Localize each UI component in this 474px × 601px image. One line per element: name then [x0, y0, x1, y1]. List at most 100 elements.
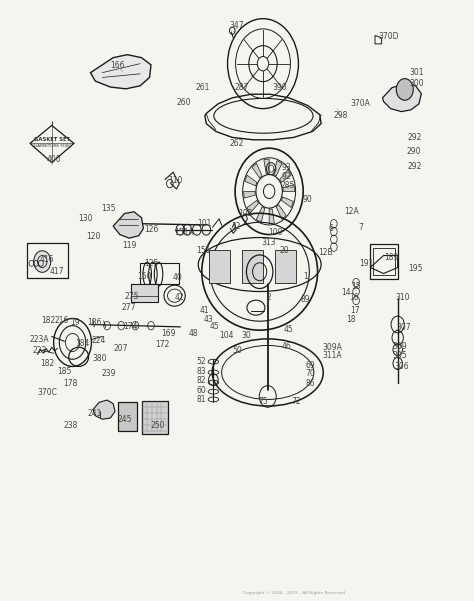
Polygon shape [282, 197, 293, 207]
Text: 135: 135 [101, 204, 116, 213]
Text: 130: 130 [79, 215, 93, 224]
Text: 223A: 223A [30, 335, 49, 344]
Text: 16: 16 [349, 293, 359, 302]
Text: 150: 150 [137, 272, 152, 281]
Text: 81: 81 [197, 395, 206, 404]
Text: 216: 216 [55, 316, 69, 325]
Text: 223: 223 [32, 346, 46, 355]
Text: 260: 260 [177, 98, 191, 107]
Text: 18: 18 [346, 315, 356, 324]
Text: 238: 238 [64, 421, 78, 430]
Text: 178: 178 [64, 379, 78, 388]
Text: 370D: 370D [378, 32, 399, 41]
Text: 300: 300 [409, 79, 424, 88]
Polygon shape [252, 163, 262, 178]
Text: 182: 182 [41, 316, 55, 325]
Text: 416: 416 [40, 255, 54, 264]
Polygon shape [256, 207, 265, 222]
Circle shape [396, 79, 413, 100]
Bar [275, 249, 296, 282]
Text: 380: 380 [93, 353, 107, 362]
Text: 101: 101 [198, 219, 212, 228]
Text: 287: 287 [235, 83, 249, 92]
Text: 48: 48 [189, 329, 198, 338]
Text: 30: 30 [242, 331, 251, 340]
Bar [142, 401, 167, 433]
Polygon shape [283, 185, 295, 191]
Text: 370C: 370C [37, 388, 57, 397]
Polygon shape [93, 400, 115, 419]
Text: 19: 19 [71, 317, 80, 326]
Text: 17: 17 [350, 305, 360, 314]
Text: 191: 191 [359, 259, 374, 268]
Text: 110: 110 [168, 176, 183, 185]
Text: 305: 305 [393, 350, 407, 359]
Text: 2: 2 [267, 293, 272, 302]
Text: 151: 151 [196, 246, 210, 255]
Polygon shape [245, 175, 257, 186]
Text: 103: 103 [238, 209, 253, 218]
Text: 43: 43 [204, 315, 213, 324]
Text: 120: 120 [86, 233, 100, 242]
Text: 100: 100 [268, 228, 283, 237]
Text: 14: 14 [341, 288, 350, 297]
Polygon shape [247, 200, 259, 213]
Text: 241: 241 [87, 409, 101, 418]
Bar [373, 248, 395, 275]
Text: 186: 186 [87, 317, 101, 326]
Polygon shape [244, 191, 255, 198]
Text: 185: 185 [57, 367, 72, 376]
Text: 245: 245 [117, 415, 132, 424]
Text: 313: 313 [261, 239, 275, 248]
Text: 347: 347 [230, 22, 244, 31]
Text: 285: 285 [281, 181, 295, 190]
Text: 12: 12 [231, 222, 241, 231]
Text: 45: 45 [283, 325, 293, 334]
Polygon shape [383, 84, 421, 112]
Polygon shape [273, 160, 282, 175]
Text: 306: 306 [394, 362, 409, 371]
Polygon shape [113, 212, 144, 238]
Text: 46: 46 [282, 341, 292, 350]
Bar [27, 243, 68, 278]
Text: 20: 20 [280, 246, 289, 255]
Bar [370, 244, 398, 279]
Polygon shape [280, 169, 291, 182]
Text: 15: 15 [351, 282, 361, 291]
Polygon shape [276, 205, 286, 219]
Text: 82: 82 [197, 376, 206, 385]
Text: 277: 277 [122, 303, 137, 312]
Text: 169: 169 [161, 329, 176, 338]
Text: 292: 292 [407, 162, 421, 171]
Text: 52: 52 [197, 357, 206, 366]
Text: 239: 239 [101, 369, 116, 378]
Text: 417: 417 [49, 267, 64, 276]
Text: 12A: 12A [344, 207, 359, 216]
Text: 50: 50 [232, 346, 242, 355]
Text: GASKET SET: GASKET SET [34, 137, 70, 142]
Bar [209, 249, 230, 282]
Text: 172: 172 [155, 340, 170, 349]
Text: 72: 72 [291, 397, 301, 406]
Text: 151A: 151A [174, 228, 194, 237]
Text: 83: 83 [197, 367, 206, 376]
Text: 207: 207 [114, 344, 128, 353]
Text: 70: 70 [305, 369, 315, 378]
Text: 250: 250 [150, 421, 165, 430]
Text: 390: 390 [272, 83, 287, 92]
Text: 224: 224 [92, 335, 106, 344]
Text: 370A: 370A [351, 99, 371, 108]
Text: 41: 41 [200, 305, 210, 314]
Text: 1: 1 [303, 272, 308, 281]
Text: 6: 6 [328, 224, 333, 233]
Bar [242, 249, 263, 282]
Text: 45: 45 [210, 322, 219, 331]
Polygon shape [269, 209, 274, 224]
Text: 104: 104 [219, 331, 234, 340]
Bar [131, 284, 158, 302]
Text: 40: 40 [173, 273, 182, 282]
Text: 125: 125 [144, 259, 158, 268]
Bar [140, 263, 179, 284]
Text: 307: 307 [396, 323, 410, 332]
Text: 174: 174 [123, 322, 138, 331]
